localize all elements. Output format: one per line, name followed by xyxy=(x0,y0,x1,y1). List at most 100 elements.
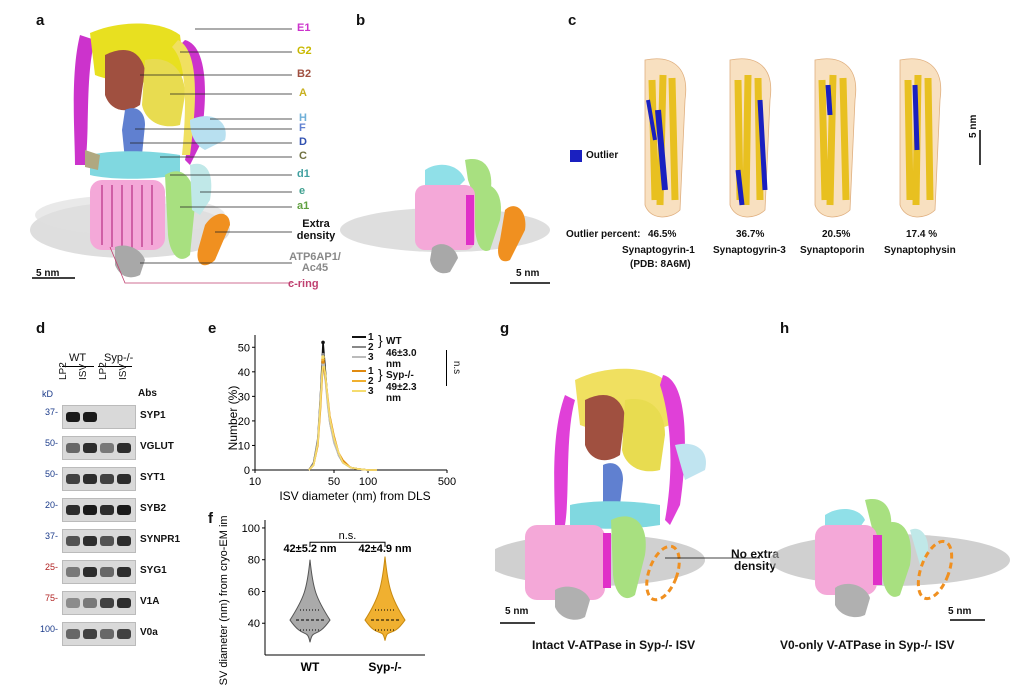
wb-band xyxy=(66,598,80,608)
c-ring-b xyxy=(415,185,475,250)
g-b2 xyxy=(585,395,625,461)
violin-axes: 40 60 80 100 xyxy=(242,520,425,656)
wb-band xyxy=(83,505,97,515)
wb-band xyxy=(100,536,114,546)
wb-protein-label: VGLUT xyxy=(140,441,174,452)
wb-row-syp1 xyxy=(62,405,136,429)
wb-kd-marker: 50- xyxy=(44,469,58,479)
wb-lane-4: ISV xyxy=(118,363,129,380)
legend-ns: n.s xyxy=(451,360,463,375)
wb-band xyxy=(83,567,97,577)
violin-y-tick-label: 100 xyxy=(242,523,260,535)
legend-bracket-syp: } xyxy=(378,366,383,382)
dls-y-tick-label: 40 xyxy=(238,367,250,379)
dls-x-tick-label: 10 xyxy=(249,476,261,488)
synaptophysin-name: Synaptophysin xyxy=(884,245,956,256)
synaptophysin-model xyxy=(899,58,942,218)
wb-protein-label: V0a xyxy=(140,627,158,638)
h-atp6ap1 xyxy=(835,583,870,618)
label-e-small: e xyxy=(299,185,306,197)
label-h: H xyxy=(299,112,307,124)
atp6ap1-structure xyxy=(115,245,145,278)
subunit-d xyxy=(122,108,145,160)
dls-series xyxy=(308,340,377,471)
wb-row-vglut xyxy=(62,436,136,460)
label-d1: d1 xyxy=(297,168,310,180)
wb-protein-label: SYT1 xyxy=(140,472,166,483)
wb-band xyxy=(83,443,97,453)
wb-band xyxy=(117,567,131,577)
wb-band xyxy=(100,474,114,484)
wb-row-synpr1 xyxy=(62,529,136,553)
panel-d-letter: d xyxy=(36,320,46,337)
subunit-a1-b xyxy=(475,183,501,251)
wb-band xyxy=(83,629,97,639)
violin-ns-label: n.s. xyxy=(339,530,357,542)
panel-g-caption: Intact V-ATPase in Syp-/- ISV xyxy=(532,638,696,652)
synaptophysin-percent: 17.4 % xyxy=(906,229,938,240)
extra-density-structure xyxy=(197,213,230,266)
wb-band xyxy=(66,474,80,484)
legend-ns-line xyxy=(446,350,447,386)
label-d: D xyxy=(299,136,307,148)
wb-band xyxy=(83,536,97,546)
wb-band xyxy=(66,443,80,453)
wb-band xyxy=(66,567,80,577)
synaptogyrin-1-pdb: (PDB: 8A6M) xyxy=(630,259,691,270)
label-a: A xyxy=(299,87,307,99)
h-d1 xyxy=(825,508,865,530)
wb-band xyxy=(100,505,114,515)
dls-chart: Number (%) ISV diameter (nm) from DLS 01… xyxy=(226,335,456,503)
outlier-legend-label: Outlier xyxy=(586,150,619,161)
synaptoporin-percent: 20.5% xyxy=(822,229,851,240)
legend-syp-stat: 49±2.3 nm xyxy=(386,382,417,404)
wb-band xyxy=(100,567,114,577)
dls-peak-point xyxy=(321,355,325,359)
panel-a-leader-lines xyxy=(109,28,292,284)
legend-wt-stat: 46±3.0 nm xyxy=(386,348,417,370)
panel-g-structure xyxy=(495,368,760,624)
dls-y-tick-label: 10 xyxy=(238,440,250,452)
panel-h-structure xyxy=(770,499,1010,621)
g-a1 xyxy=(611,516,646,599)
violin-y-axis-label: ISV diameter (nm) from cryo-EM images xyxy=(218,515,230,685)
synaptogyrin-1-model xyxy=(644,58,687,218)
panel-h-scale-label: 5 nm xyxy=(948,606,972,617)
violin-annotation: 42±4.9 nm xyxy=(358,543,411,555)
subunit-e1-stalk xyxy=(73,35,95,165)
subunit-c-left xyxy=(85,150,100,170)
outlier-legend-swatch xyxy=(570,150,582,162)
wb-band xyxy=(117,536,131,546)
violin-ns-bracket xyxy=(309,541,386,547)
h-a1 xyxy=(882,521,911,597)
c-ring-structure xyxy=(90,180,165,250)
wb-group-syp: Syp-/- xyxy=(104,352,134,364)
wb-band xyxy=(100,598,114,608)
g-d xyxy=(603,463,623,510)
panel-c-scale-label: 5 nm xyxy=(968,114,979,138)
violin-y-tick-label: 80 xyxy=(248,555,260,567)
wb-band xyxy=(83,598,97,608)
wb-band xyxy=(100,629,114,639)
g-c-ring xyxy=(525,525,605,600)
wb-kd-marker: 20- xyxy=(44,500,58,510)
panel-a-letter: a xyxy=(36,12,45,29)
wb-band xyxy=(66,629,80,639)
synaptoporin-name: Synaptoporin xyxy=(800,245,865,256)
dls-series-line xyxy=(308,356,377,471)
dls-y-tick-label: 50 xyxy=(238,342,250,354)
subunit-h xyxy=(190,116,226,150)
legend-rep-1-syp: 1 xyxy=(368,366,374,377)
legend-rep-2-syp: 2 xyxy=(368,376,374,387)
wb-band xyxy=(100,443,114,453)
panel-c-structures xyxy=(570,58,981,218)
wb-protein-label: V1A xyxy=(140,596,160,607)
dls-x-tick-label: 50 xyxy=(328,476,340,488)
label-f: F xyxy=(299,122,306,134)
wb-group-wt-line xyxy=(62,366,94,367)
wb-band xyxy=(66,505,80,515)
legend-rep-3-wt: 3 xyxy=(368,352,374,363)
extra-density-b xyxy=(498,206,526,262)
subunit-c xyxy=(90,151,180,179)
